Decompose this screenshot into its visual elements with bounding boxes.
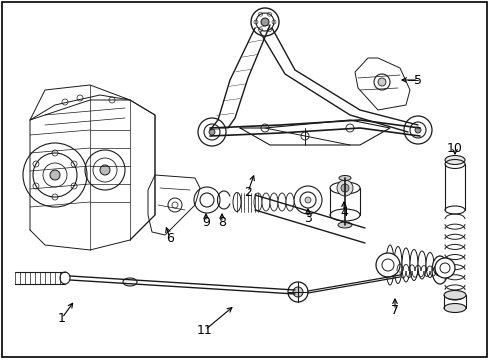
Ellipse shape (338, 222, 352, 228)
Ellipse shape (286, 193, 294, 211)
Text: 5: 5 (414, 73, 422, 86)
Ellipse shape (410, 249, 418, 280)
Ellipse shape (254, 193, 262, 211)
Text: 10: 10 (447, 141, 463, 154)
Ellipse shape (270, 193, 278, 211)
Circle shape (341, 184, 349, 192)
Ellipse shape (123, 278, 137, 286)
Circle shape (50, 170, 60, 180)
Circle shape (209, 129, 215, 135)
Circle shape (261, 18, 269, 26)
Circle shape (435, 258, 455, 278)
Ellipse shape (418, 251, 426, 279)
Ellipse shape (445, 156, 465, 165)
Ellipse shape (339, 176, 351, 180)
Polygon shape (148, 175, 200, 235)
Ellipse shape (394, 247, 402, 284)
Text: 1: 1 (58, 311, 66, 324)
Text: 8: 8 (218, 216, 226, 229)
Ellipse shape (432, 256, 448, 284)
Ellipse shape (444, 303, 466, 312)
Circle shape (376, 253, 400, 277)
Circle shape (378, 78, 386, 86)
Text: 4: 4 (340, 206, 348, 219)
Text: 9: 9 (202, 216, 210, 229)
Circle shape (288, 282, 308, 302)
Ellipse shape (330, 209, 360, 221)
Circle shape (293, 287, 303, 297)
Ellipse shape (60, 272, 70, 284)
Text: 6: 6 (166, 231, 174, 244)
Circle shape (415, 127, 421, 133)
Circle shape (337, 180, 353, 196)
Ellipse shape (330, 182, 360, 194)
Text: 2: 2 (244, 185, 252, 198)
Circle shape (100, 165, 110, 175)
Ellipse shape (426, 252, 434, 278)
Text: 7: 7 (391, 303, 399, 316)
Ellipse shape (262, 193, 270, 211)
Ellipse shape (278, 193, 286, 211)
Polygon shape (355, 58, 410, 110)
Ellipse shape (402, 248, 410, 282)
Ellipse shape (386, 245, 394, 285)
Text: 3: 3 (304, 212, 312, 225)
Text: 11: 11 (197, 324, 213, 337)
Circle shape (305, 197, 311, 203)
Ellipse shape (444, 291, 466, 300)
